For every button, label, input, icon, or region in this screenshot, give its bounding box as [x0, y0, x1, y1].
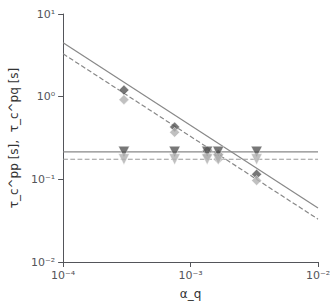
- svg-text:10⁻¹: 10⁻¹: [31, 173, 55, 186]
- svg-text:10⁻³: 10⁻³: [178, 269, 202, 282]
- svg-text:10¹: 10¹: [37, 8, 55, 21]
- svg-text:10⁻²: 10⁻²: [31, 256, 55, 269]
- svg-text:α_q: α_q: [180, 287, 202, 301]
- svg-text:10⁰: 10⁰: [37, 90, 56, 103]
- svg-text:10⁻⁴: 10⁻⁴: [51, 269, 76, 282]
- svg-text:10⁻²: 10⁻²: [306, 269, 330, 282]
- svg-text:τ_c^pp [s], τ_c^pq [s]: τ_c^pp [s], τ_c^pq [s]: [7, 68, 21, 209]
